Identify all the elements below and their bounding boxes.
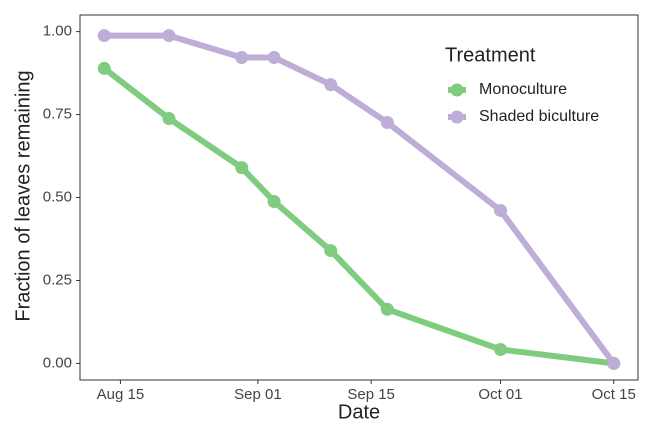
x-tick-label: Sep 01: [234, 386, 282, 403]
data-point: [235, 50, 249, 64]
legend-label: Monoculture: [479, 81, 567, 98]
plot-panel: [79, 14, 639, 381]
y-axis-title: Fraction of leaves remaining: [12, 70, 34, 321]
legend-key-point: [450, 110, 464, 124]
data-point: [162, 29, 176, 43]
data-point: [162, 112, 176, 126]
data-point: [380, 116, 394, 130]
y-tick-label: 0.50: [43, 188, 72, 205]
series-line: [104, 32, 617, 366]
data-point: [494, 203, 508, 217]
x-tick-label: Oct 15: [592, 386, 636, 403]
data-point: [267, 50, 281, 64]
data-point: [607, 356, 621, 370]
y-tick-label: 0.25: [43, 271, 72, 288]
legend-label: Shaded biculture: [479, 108, 599, 125]
data-point: [324, 244, 338, 258]
data-point: [380, 302, 394, 316]
x-tick-label: Oct 01: [478, 386, 522, 403]
data-point: [324, 78, 338, 92]
x-axis-title: Date: [338, 401, 380, 423]
data-point: [97, 29, 111, 43]
x-tick-label: Aug 15: [97, 386, 145, 403]
y-tick-label: 0.00: [43, 354, 72, 371]
y-tick-label: 1.00: [43, 23, 72, 40]
data-point: [235, 161, 249, 175]
legend-key-point: [450, 83, 464, 97]
data-point: [97, 61, 111, 75]
y-tick-label: 0.75: [43, 106, 72, 123]
series-line: [102, 66, 615, 367]
x-tick-label: Sep 15: [347, 386, 395, 403]
legend-title: Treatment: [445, 44, 536, 66]
data-point: [267, 194, 281, 208]
data-point: [494, 342, 508, 356]
